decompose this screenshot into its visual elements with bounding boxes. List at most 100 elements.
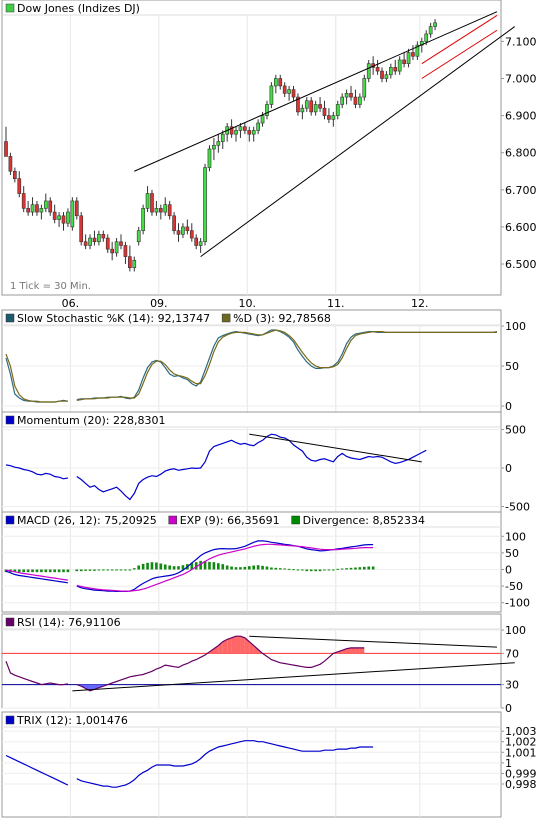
macd-divergence-bar xyxy=(62,569,65,573)
macd-divergence-bar xyxy=(93,569,96,571)
candle xyxy=(163,197,168,216)
macd-divergence-bar xyxy=(172,566,176,570)
candle-body-down xyxy=(74,200,79,217)
rsi-overbought-fill xyxy=(213,645,219,654)
rsi-overbought-fill xyxy=(244,637,250,654)
macd-divergence-bar xyxy=(358,567,362,570)
candle-body-up xyxy=(344,93,349,98)
macd-divergence-bar xyxy=(137,565,141,570)
candle xyxy=(327,108,331,124)
candle xyxy=(287,85,291,101)
macd-divergence-bar xyxy=(75,569,79,572)
macd-divergence-bar xyxy=(318,569,322,572)
candle xyxy=(349,85,353,101)
candle-body-up xyxy=(132,260,137,269)
candle-body-up xyxy=(70,200,75,228)
candle-body-up xyxy=(145,193,150,209)
candle xyxy=(251,126,256,142)
candle xyxy=(66,208,70,227)
macd-divergence-bar xyxy=(305,569,309,572)
candle xyxy=(128,245,132,272)
momentum-ytick-label-0: -500 xyxy=(505,500,530,513)
xaxis-label-4: 12. xyxy=(411,297,429,310)
xaxis-label-1: 09. xyxy=(150,297,168,310)
stochastic-legend-swatch-0 xyxy=(5,313,15,323)
candle xyxy=(158,204,163,220)
candle xyxy=(256,119,260,135)
macd-divergence-bar xyxy=(292,569,295,571)
stochastic-ytick-label-1: 50 xyxy=(505,360,519,373)
candle-body-up xyxy=(433,22,437,27)
candle-body-down xyxy=(243,126,247,131)
candle xyxy=(35,200,39,216)
candle xyxy=(278,74,283,90)
macd-ytick-label-0: -100 xyxy=(505,597,530,610)
momentum-ytick-label-2: 500 xyxy=(505,424,526,437)
rsi-trendline-1 xyxy=(249,635,498,648)
macd-divergence-bar xyxy=(332,569,335,571)
stochastic-legend-label-0: Slow Stochastic %K (14): 92,13747 xyxy=(17,312,210,325)
candle xyxy=(105,234,110,253)
macd-divergence-bar xyxy=(336,568,340,570)
stochastic-ytick-label-0: 0 xyxy=(505,400,512,413)
macd-divergence-bar xyxy=(115,569,118,571)
macd-divergence-bar xyxy=(40,569,43,573)
macd-divergence-bar xyxy=(84,569,87,571)
candle xyxy=(167,200,172,220)
candle-body-up xyxy=(397,59,402,72)
candle-body-down xyxy=(393,67,398,72)
candle-body-up xyxy=(362,78,367,98)
momentum-series-momentum-line xyxy=(5,433,427,501)
candle-body-up xyxy=(424,33,429,42)
macd-divergence-bar xyxy=(97,569,101,571)
macd-divergence-bar xyxy=(199,560,202,570)
price-ytick-label-1: 6.600 xyxy=(505,221,537,234)
trix-ytick-label-4: 1,002 xyxy=(505,736,537,749)
candle-body-down xyxy=(172,215,176,231)
candle xyxy=(340,93,345,109)
candle-body-up xyxy=(256,122,260,131)
candle-body-down xyxy=(158,208,163,213)
momentum-trendline-0 xyxy=(249,433,422,463)
macd-divergence-bar xyxy=(362,566,366,570)
candle-body-down xyxy=(185,226,190,231)
candle xyxy=(366,59,371,83)
macd-divergence-bar xyxy=(66,569,70,573)
candle-body-down xyxy=(167,204,172,217)
price-trendline-0 xyxy=(134,11,498,172)
macd-divergence-bar xyxy=(221,564,225,570)
candle xyxy=(185,219,190,235)
price-legend-swatch-0 xyxy=(5,3,15,13)
candle-body-up xyxy=(260,115,265,124)
candle xyxy=(13,167,17,183)
candle-body-up xyxy=(88,237,92,246)
momentum-panel-frame xyxy=(1,411,502,513)
candle xyxy=(8,152,13,175)
candle-body-up xyxy=(300,107,305,113)
trix-series-trix-line xyxy=(5,740,374,788)
tick-interval-note: 1 Tick = 30 Min. xyxy=(10,281,91,292)
candle-body-up xyxy=(389,67,393,76)
candle-body-down xyxy=(17,178,22,194)
rsi-trendline-0 xyxy=(72,662,515,692)
rsi-legend-label-0: RSI (14): 76,91106 xyxy=(17,616,121,629)
candle-body-up xyxy=(238,126,243,131)
candle xyxy=(428,22,433,38)
candle-body-down xyxy=(79,215,84,243)
candle xyxy=(433,19,437,31)
candle-body-up xyxy=(30,204,35,213)
candle-body-down xyxy=(229,126,234,135)
candle xyxy=(119,234,123,250)
candle xyxy=(207,145,212,172)
candle xyxy=(43,193,48,213)
candle xyxy=(265,100,269,120)
rsi-ytick-label-3: 100 xyxy=(505,624,526,637)
candle xyxy=(331,111,336,127)
candle xyxy=(17,171,22,198)
macd-divergence-bar xyxy=(287,568,291,570)
candle xyxy=(92,230,97,246)
candle-body-up xyxy=(203,167,207,243)
candle xyxy=(136,226,141,246)
candle-body-down xyxy=(194,237,199,246)
candle-body-down xyxy=(247,130,252,135)
